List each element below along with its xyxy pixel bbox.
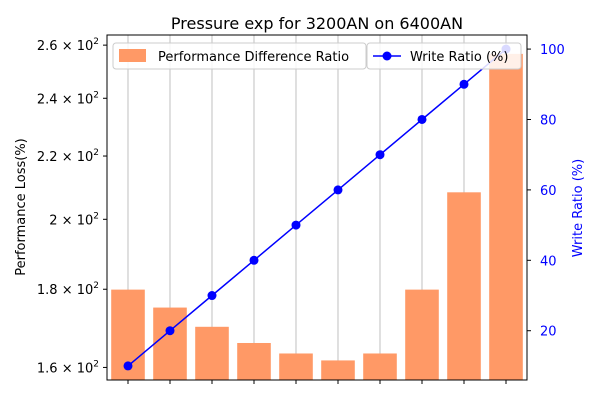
right-tick-label: 80 (540, 113, 557, 128)
bar (363, 353, 397, 380)
line-point (123, 361, 133, 371)
plot-frame (106, 34, 528, 381)
legend-bars-box (112, 42, 367, 70)
legend-line: Write Ratio (%) (366, 42, 522, 70)
bar-series (111, 53, 523, 380)
right-tick-label: 20 (540, 325, 557, 340)
line-point (375, 150, 385, 160)
left-axis-label: Performance Loss(%) (14, 138, 29, 276)
bar (237, 342, 271, 380)
right-axis-label: Write Ratio (%) (571, 159, 586, 257)
legend-bar-label: Performance Difference Ratio (158, 50, 349, 65)
right-axis: 20 40 60 80 100 (527, 43, 565, 340)
line-point (291, 220, 301, 230)
write-ratio-line (127, 48, 507, 367)
legend-bars: Performance Difference Ratio (112, 42, 367, 70)
left-tick-label: 2.4 × 102 (37, 90, 99, 107)
bar (153, 307, 187, 380)
bar (405, 289, 439, 380)
left-tick-label: 2.6 × 102 (37, 37, 99, 54)
line-point (165, 326, 175, 336)
legend-line-marker (382, 51, 392, 61)
right-tick-label: 60 (540, 184, 557, 199)
legend-line-label: Write Ratio (%) (410, 50, 508, 65)
line-point (207, 291, 217, 301)
line-point (249, 255, 259, 265)
left-tick-label: 2.2 × 102 (37, 148, 99, 165)
left-tick-label: 1.8 × 102 (37, 281, 99, 298)
right-tick-label: 100 (540, 43, 565, 58)
bar (489, 53, 523, 380)
legend-bar-swatch (119, 49, 146, 62)
x-axis (127, 380, 507, 384)
bar (195, 326, 229, 380)
bar (321, 360, 355, 380)
left-tick-label: 1.6 × 102 (37, 359, 99, 376)
line-point (459, 79, 469, 89)
chart-title: Pressure exp for 3200AN on 6400AN (171, 14, 463, 33)
bar (279, 353, 313, 380)
bar (447, 192, 481, 380)
left-axis: 1.6 × 102 1.8 × 102 2 × 102 2.2 × 102 2.4 × … (37, 37, 107, 376)
line-point (417, 114, 427, 124)
right-tick-label: 40 (540, 254, 557, 269)
legend-line-box (366, 42, 522, 70)
left-tick-label: 2 × 102 (49, 211, 99, 228)
line-point (333, 185, 343, 195)
